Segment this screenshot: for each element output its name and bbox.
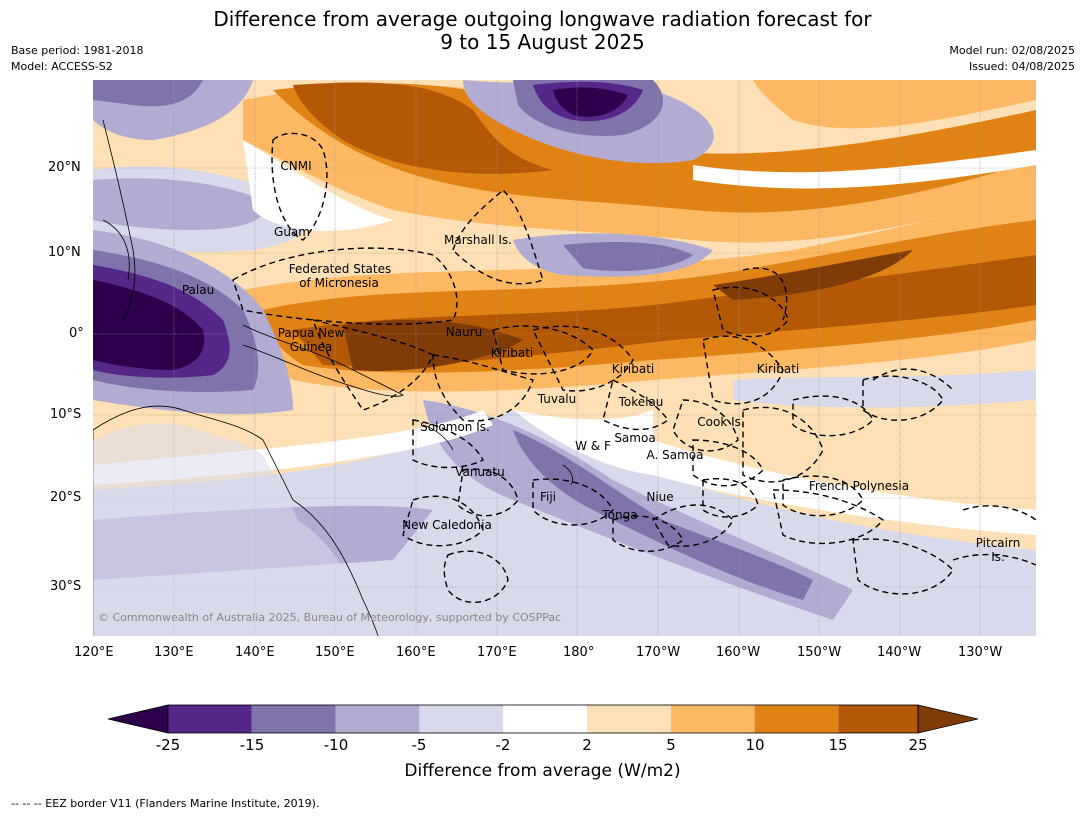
label-solomon: Solomon Is. bbox=[420, 420, 490, 434]
label-tonga: Tonga bbox=[601, 508, 637, 522]
colorbar-extend-high bbox=[917, 704, 978, 734]
lon-tick-130w: 130°W bbox=[958, 645, 1003, 660]
title-line-2: 9 to 15 August 2025 bbox=[440, 30, 645, 54]
region-labels: CNMI Guam Marshall Is. Federated States … bbox=[182, 159, 1020, 564]
label-kiribati-east: Kiribati bbox=[757, 362, 799, 376]
coastlines bbox=[93, 119, 573, 636]
label-pitcairn-1: Pitcairn bbox=[976, 536, 1021, 550]
colorbar-bin-9 bbox=[838, 705, 918, 733]
label-wallis-futuna: W & F bbox=[575, 439, 611, 453]
eez-footnote: -- -- -- EEZ border V11 (Flanders Marine… bbox=[11, 797, 320, 810]
label-american-samoa: A. Samoa bbox=[647, 448, 704, 462]
lon-tick-120e: 120°E bbox=[74, 645, 114, 660]
lat-tick-30s: 30°S bbox=[50, 579, 82, 594]
colorbar-label-m15: -15 bbox=[239, 736, 265, 754]
lat-tick-20n: 20°N bbox=[48, 160, 81, 175]
anomaly-fill bbox=[93, 80, 1036, 636]
lat-tick-10s: 10°S bbox=[50, 407, 82, 422]
label-tokelau: Tokelau bbox=[618, 395, 664, 409]
colorbar-label-p15: 15 bbox=[828, 736, 848, 754]
label-french-polynesia: French Polynesia bbox=[809, 479, 909, 493]
colorbar-label-m10: -10 bbox=[323, 736, 349, 754]
label-fiji: Fiji bbox=[540, 490, 556, 504]
label-vanuatu: Vanuatu bbox=[455, 465, 505, 479]
label-samoa: Samoa bbox=[614, 431, 655, 445]
colorbar-extend-low bbox=[108, 704, 169, 734]
lat-tick-20s: 20°S bbox=[50, 490, 82, 505]
graticule bbox=[93, 80, 1036, 636]
eez-borders bbox=[232, 132, 1036, 604]
lat-tick-0: 0° bbox=[69, 326, 84, 341]
colorbar-bin-8 bbox=[754, 705, 839, 733]
colorbar-label-p2: 2 bbox=[582, 736, 592, 754]
label-png-2: Guinea bbox=[290, 340, 333, 354]
label-kiribati-west: Kiribati bbox=[491, 346, 533, 360]
label-kiribati-central: Kiribati bbox=[612, 362, 654, 376]
label-new-caledonia: New Caledonia bbox=[402, 518, 492, 532]
lon-tick-150e: 150°E bbox=[315, 645, 355, 660]
issued-date: Issued: 04/08/2025 bbox=[968, 60, 1075, 73]
lon-tick-180: 180° bbox=[563, 645, 595, 660]
colorbar-bin-7 bbox=[670, 705, 755, 733]
colorbar-bin-6 bbox=[587, 705, 671, 733]
lon-tick-170w: 170°W bbox=[636, 645, 681, 660]
olr-anomaly-map: CNMI Guam Marshall Is. Federated States … bbox=[93, 80, 1036, 636]
label-cook: Cook Is. bbox=[697, 415, 744, 429]
base-period: Base period: 1981-2018 bbox=[11, 44, 144, 57]
label-png-1: Papua New bbox=[278, 326, 345, 340]
lat-tick-10n: 10°N bbox=[48, 245, 81, 260]
lon-tick-160e: 160°E bbox=[396, 645, 436, 660]
colorbar-bin-1 bbox=[168, 705, 252, 733]
colorbar-bin-4 bbox=[419, 705, 504, 733]
label-cnmi: CNMI bbox=[280, 159, 311, 173]
label-palau: Palau bbox=[182, 283, 214, 297]
label-niue: Niue bbox=[646, 490, 673, 504]
lon-tick-140e: 140°E bbox=[235, 645, 275, 660]
colorbar-title: Difference from average (W/m2) bbox=[404, 761, 681, 781]
copyright-notice: © Commonwealth of Australia 2025, Bureau… bbox=[98, 611, 561, 624]
colorbar-label-p25: 25 bbox=[908, 736, 928, 754]
lon-tick-150w: 150°W bbox=[797, 645, 842, 660]
colorbar-bin-2 bbox=[251, 705, 336, 733]
model-run: Model run: 02/08/2025 bbox=[949, 44, 1075, 57]
label-tuvalu: Tuvalu bbox=[537, 392, 577, 406]
colorbar-bin-3 bbox=[335, 705, 420, 733]
label-guam: Guam bbox=[274, 225, 310, 239]
colorbar-label-m2: -2 bbox=[495, 736, 511, 754]
colorbar bbox=[108, 704, 978, 734]
lon-tick-130e: 130°E bbox=[154, 645, 194, 660]
label-pitcairn-2: Is. bbox=[991, 550, 1005, 564]
title-line-1: Difference from average outgoing longwav… bbox=[213, 7, 872, 31]
label-fsm-2: of Micronesia bbox=[299, 276, 379, 290]
colorbar-bin-5 bbox=[503, 705, 587, 733]
colorbar-label-m25: -25 bbox=[155, 736, 181, 754]
lon-tick-170e: 170°E bbox=[477, 645, 517, 660]
lon-tick-140w: 140°W bbox=[877, 645, 922, 660]
lon-tick-160w: 160°W bbox=[716, 645, 761, 660]
landmass bbox=[93, 423, 378, 636]
colorbar-label-p10: 10 bbox=[745, 736, 765, 754]
colorbar-label-m5: -5 bbox=[411, 736, 427, 754]
model-name: Model: ACCESS-S2 bbox=[11, 60, 113, 73]
label-marshall: Marshall Is. bbox=[444, 233, 512, 247]
label-fsm-1: Federated States bbox=[289, 262, 391, 276]
colorbar-label-p5: 5 bbox=[666, 736, 676, 754]
label-nauru: Nauru bbox=[446, 325, 482, 339]
